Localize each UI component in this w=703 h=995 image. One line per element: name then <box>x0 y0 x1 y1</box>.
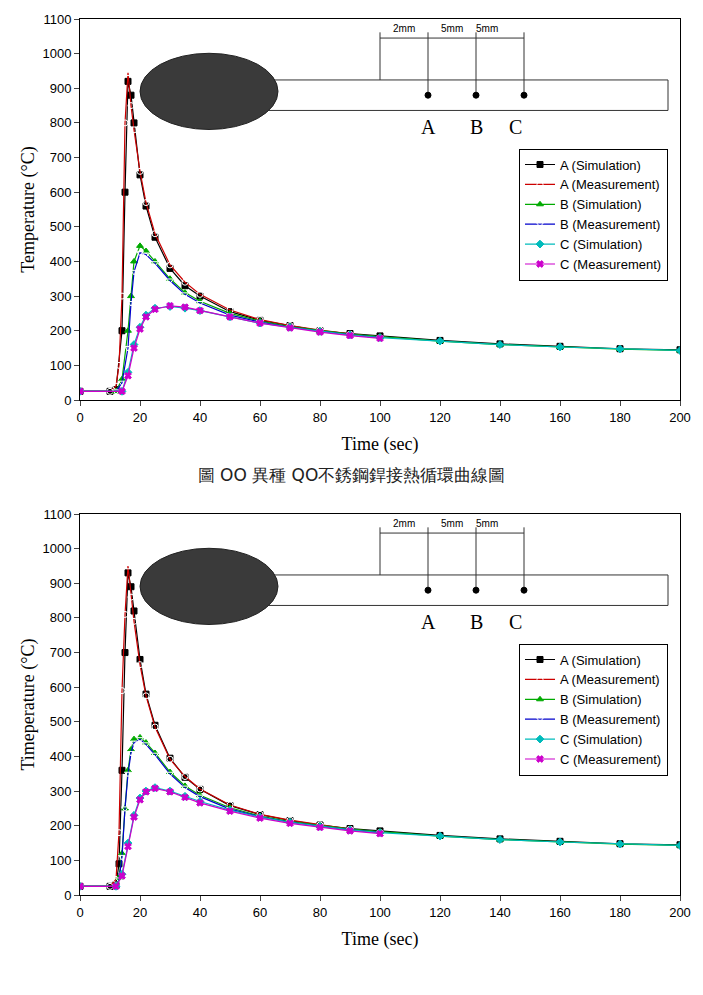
svg-text:C (Simulation): C (Simulation) <box>560 237 642 252</box>
svg-text:Time (sec): Time (sec) <box>342 929 419 950</box>
svg-text:1000: 1000 <box>42 46 71 61</box>
svg-text:500: 500 <box>50 219 72 234</box>
svg-text:400: 400 <box>50 254 72 269</box>
svg-text:0: 0 <box>64 888 71 903</box>
svg-text:120: 120 <box>429 410 451 425</box>
svg-text:100: 100 <box>369 410 391 425</box>
svg-text:A (Simulation): A (Simulation) <box>560 158 641 173</box>
svg-text:300: 300 <box>50 784 72 799</box>
svg-text:5mm: 5mm <box>476 518 498 529</box>
svg-text:800: 800 <box>50 115 72 130</box>
svg-text:200: 200 <box>50 818 72 833</box>
svg-text:100: 100 <box>50 358 72 373</box>
svg-text:Timeperature (°C): Timeperature (°C) <box>18 638 39 770</box>
svg-text:C: C <box>509 611 522 633</box>
svg-text:140: 140 <box>489 905 511 920</box>
svg-text:C (Simulation): C (Simulation) <box>560 732 642 747</box>
svg-text:40: 40 <box>193 410 207 425</box>
svg-text:900: 900 <box>50 576 72 591</box>
svg-text:180: 180 <box>609 905 631 920</box>
svg-text:80: 80 <box>313 410 327 425</box>
html-text:圖 OO 異種 QO不銹鋼銲接熱循環曲線圖: 圖 OO 異種 QO不銹鋼銲接熱循環曲線圖 <box>197 465 506 485</box>
svg-text:140: 140 <box>489 410 511 425</box>
svg-text:5mm: 5mm <box>441 518 463 529</box>
svg-text:A: A <box>421 116 436 138</box>
svg-text:20: 20 <box>133 410 147 425</box>
svg-text:5mm: 5mm <box>441 23 463 34</box>
svg-text:Temperature (°C): Temperature (°C) <box>18 146 39 272</box>
svg-text:B: B <box>470 611 483 633</box>
svg-text:900: 900 <box>50 81 72 96</box>
svg-text:600: 600 <box>50 680 72 695</box>
svg-text:200: 200 <box>669 905 691 920</box>
svg-text:40: 40 <box>193 905 207 920</box>
svg-text:C (Measurement): C (Measurement) <box>560 257 661 272</box>
svg-text:100: 100 <box>50 853 72 868</box>
svg-text:5mm: 5mm <box>476 23 498 34</box>
svg-text:180: 180 <box>609 410 631 425</box>
svg-text:B: B <box>470 116 483 138</box>
svg-text:200: 200 <box>50 323 72 338</box>
svg-text:Time (sec): Time (sec) <box>342 434 419 455</box>
svg-text:600: 600 <box>50 185 72 200</box>
svg-text:200: 200 <box>669 410 691 425</box>
svg-text:A (Measurement): A (Measurement) <box>560 672 660 687</box>
svg-text:1100: 1100 <box>43 12 71 27</box>
svg-text:2mm: 2mm <box>393 23 415 34</box>
svg-text:300: 300 <box>50 289 72 304</box>
svg-text:60: 60 <box>253 410 267 425</box>
svg-text:C: C <box>509 116 522 138</box>
svg-text:A (Measurement): A (Measurement) <box>560 177 660 192</box>
svg-text:20: 20 <box>133 905 147 920</box>
svg-text:B (Simulation): B (Simulation) <box>560 692 642 707</box>
svg-text:400: 400 <box>50 749 72 764</box>
svg-text:800: 800 <box>50 610 72 625</box>
svg-text:0: 0 <box>76 905 83 920</box>
svg-text:700: 700 <box>50 150 72 165</box>
svg-text:B (Measurement): B (Measurement) <box>560 217 660 232</box>
svg-text:120: 120 <box>429 905 451 920</box>
svg-text:2mm: 2mm <box>393 518 415 529</box>
svg-text:B (Measurement): B (Measurement) <box>560 712 660 727</box>
svg-text:A: A <box>421 611 436 633</box>
svg-text:700: 700 <box>50 645 72 660</box>
svg-text:160: 160 <box>549 410 571 425</box>
svg-text:100: 100 <box>369 905 391 920</box>
svg-text:C (Measurement): C (Measurement) <box>560 752 661 767</box>
svg-text:500: 500 <box>50 714 72 729</box>
svg-text:160: 160 <box>549 905 571 920</box>
svg-text:1100: 1100 <box>43 507 71 522</box>
svg-text:B (Simulation): B (Simulation) <box>560 197 642 212</box>
svg-text:0: 0 <box>76 410 83 425</box>
svg-text:1000: 1000 <box>42 541 71 556</box>
svg-text:80: 80 <box>313 905 327 920</box>
svg-text:0: 0 <box>64 393 71 408</box>
svg-text:A (Simulation): A (Simulation) <box>560 653 641 668</box>
svg-text:60: 60 <box>253 905 267 920</box>
